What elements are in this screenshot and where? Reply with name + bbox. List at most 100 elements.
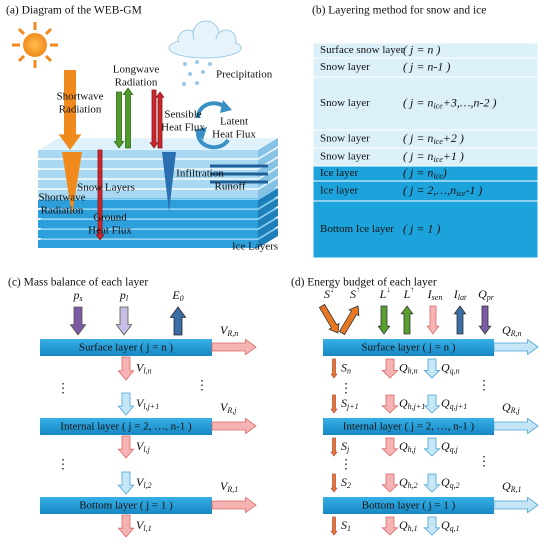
flux-symbol-part: Q <box>441 475 450 489</box>
precipitation-drops <box>182 60 212 86</box>
layer-name: Snow layer <box>320 97 370 109</box>
sun <box>12 22 58 68</box>
longwave-label: Radiation <box>115 77 158 89</box>
layer-bar-label: Bottom layer ( j = 1 ) <box>362 500 456 512</box>
flow-symbol: Vl,2​ <box>136 475 152 490</box>
flux-symbol-sub: q,n <box>450 366 460 375</box>
flow-arrow <box>117 471 135 495</box>
flux-arrow <box>423 437 441 457</box>
input-symbol-part: I <box>453 287 459 301</box>
flux-symbol-part: S <box>341 360 347 374</box>
flux-arrow <box>330 394 338 414</box>
input-symbol-sup: ↓ <box>330 285 334 294</box>
layer-bar-label: Internal layer ( j = 2, …, n-1 ) <box>60 421 192 433</box>
layer-name: Ice layer <box>320 185 358 197</box>
panel-title: (c) Mass balance of each layer <box>8 277 148 289</box>
runoff-arrow <box>493 338 539 356</box>
layer-index: ( j = n-1 ) <box>403 59 450 73</box>
layer-index-sub: ice <box>456 189 466 198</box>
input-symbol-part: S <box>350 287 356 301</box>
panel-title: (b) Layering method for snow and ice <box>312 5 486 17</box>
flux-symbol-sub: 2 <box>347 481 351 490</box>
input-symbol-sub: l <box>126 294 129 303</box>
sensible-down <box>149 89 159 149</box>
flux-arrow <box>381 516 399 536</box>
layer-side <box>258 148 278 168</box>
runoff-symbol: VR,1​ <box>220 479 238 494</box>
flow-symbol-part: V <box>136 518 145 532</box>
layer-front <box>38 190 258 198</box>
layer-front <box>38 170 258 178</box>
layer-name: Bottom Ice layer <box>320 223 394 235</box>
flow-symbol: Vl,j​ <box>136 439 151 454</box>
flow-symbol-sub: l,1 <box>143 524 151 533</box>
runoff-symbol-sub: R,n <box>510 329 522 338</box>
layer-bar <box>40 497 212 514</box>
sensible-label: Heat Flux <box>161 122 205 134</box>
layer-index: ( j = n ) <box>403 42 440 56</box>
layer-side <box>258 188 278 208</box>
input-symbol-part: I <box>427 287 433 301</box>
layer-index-sub: ice <box>433 171 443 180</box>
flux-symbol: Qh,j​ <box>399 439 417 454</box>
cloud <box>168 20 242 59</box>
input-symbol-sub: s <box>79 294 82 303</box>
input-symbol-part: E <box>171 288 180 302</box>
layer-row <box>312 76 539 131</box>
panel-title: (d) Energy budget of each layer <box>291 277 437 289</box>
layer-index: ( j = nice​+1 ) <box>403 149 464 164</box>
layer-index-part: ( j = n-1 ) <box>403 59 450 73</box>
layer-row <box>312 200 539 259</box>
layer-bar <box>40 339 212 356</box>
input-symbol: L↑​ <box>403 285 415 301</box>
layer-front <box>38 200 258 208</box>
flow-symbol: Vl,j+1​ <box>136 396 159 411</box>
layer-index-part: +3,…,n-2 ) <box>443 95 497 109</box>
flux-arrow <box>330 473 338 493</box>
input-symbol-part: S <box>324 287 330 301</box>
flux-symbol: Qq,1​ <box>441 518 460 533</box>
layer-front <box>38 180 258 188</box>
runoff-symbol-part: Q <box>502 479 511 493</box>
flux-symbol: Sj​ <box>341 439 350 454</box>
flux-symbol-sub: j <box>346 445 350 454</box>
input-arrow <box>478 305 492 335</box>
input-symbol-part: Q <box>478 287 487 301</box>
flux-symbol: Qh,j+1​ <box>399 396 425 411</box>
layer-name: Snow layer <box>320 133 370 145</box>
flux-symbol-sub: h,n <box>408 366 418 375</box>
longwave-label: Longwave <box>113 64 160 76</box>
layer-index-part: ( j = n <box>403 149 433 163</box>
flow-symbol-sub: l,2 <box>143 481 151 490</box>
flux-arrow <box>381 394 399 414</box>
latent-tip <box>220 100 232 113</box>
layer-bar-label: Bottom layer ( j = 1 ) <box>79 500 173 512</box>
precipitation-label: Precipitation <box>216 69 273 81</box>
input-arrow <box>426 305 440 335</box>
ground-flux-label: Ground <box>93 212 127 224</box>
flow-symbol: Vl,n​ <box>136 360 152 375</box>
latent-tip <box>194 127 207 140</box>
layer-bar <box>323 418 494 435</box>
flow-symbol-part: V <box>136 475 145 489</box>
runoff-arrow <box>493 496 539 514</box>
layer-index-part: +2 ) <box>443 131 464 145</box>
layer-side <box>258 218 278 238</box>
flux-symbol: Qh,n​ <box>399 360 418 375</box>
flow-symbol-sub: l,j+1 <box>143 402 159 411</box>
input-arrow <box>377 305 391 335</box>
runoff-arrow <box>493 417 539 435</box>
input-symbol: Qpr​ <box>478 287 495 302</box>
layer-front <box>38 150 258 158</box>
flux-arrow <box>381 437 399 457</box>
runoff-symbol-sub: R,1 <box>510 485 522 494</box>
runoff-symbol: VR,n​ <box>220 323 238 338</box>
flux-symbol-part: Q <box>441 518 450 532</box>
flux-symbol: Qh,2​ <box>399 475 418 490</box>
shortwave-under <box>62 152 82 215</box>
flux-arrow <box>330 437 338 457</box>
flux-symbol: Qq,n​ <box>441 360 460 375</box>
layer-index: ( j = 2,…,nice​-1 ) <box>403 183 482 198</box>
flux-symbol-part: Q <box>441 396 450 410</box>
layer-index: ( j = nice​+3,…,n-2 ) <box>403 95 497 110</box>
